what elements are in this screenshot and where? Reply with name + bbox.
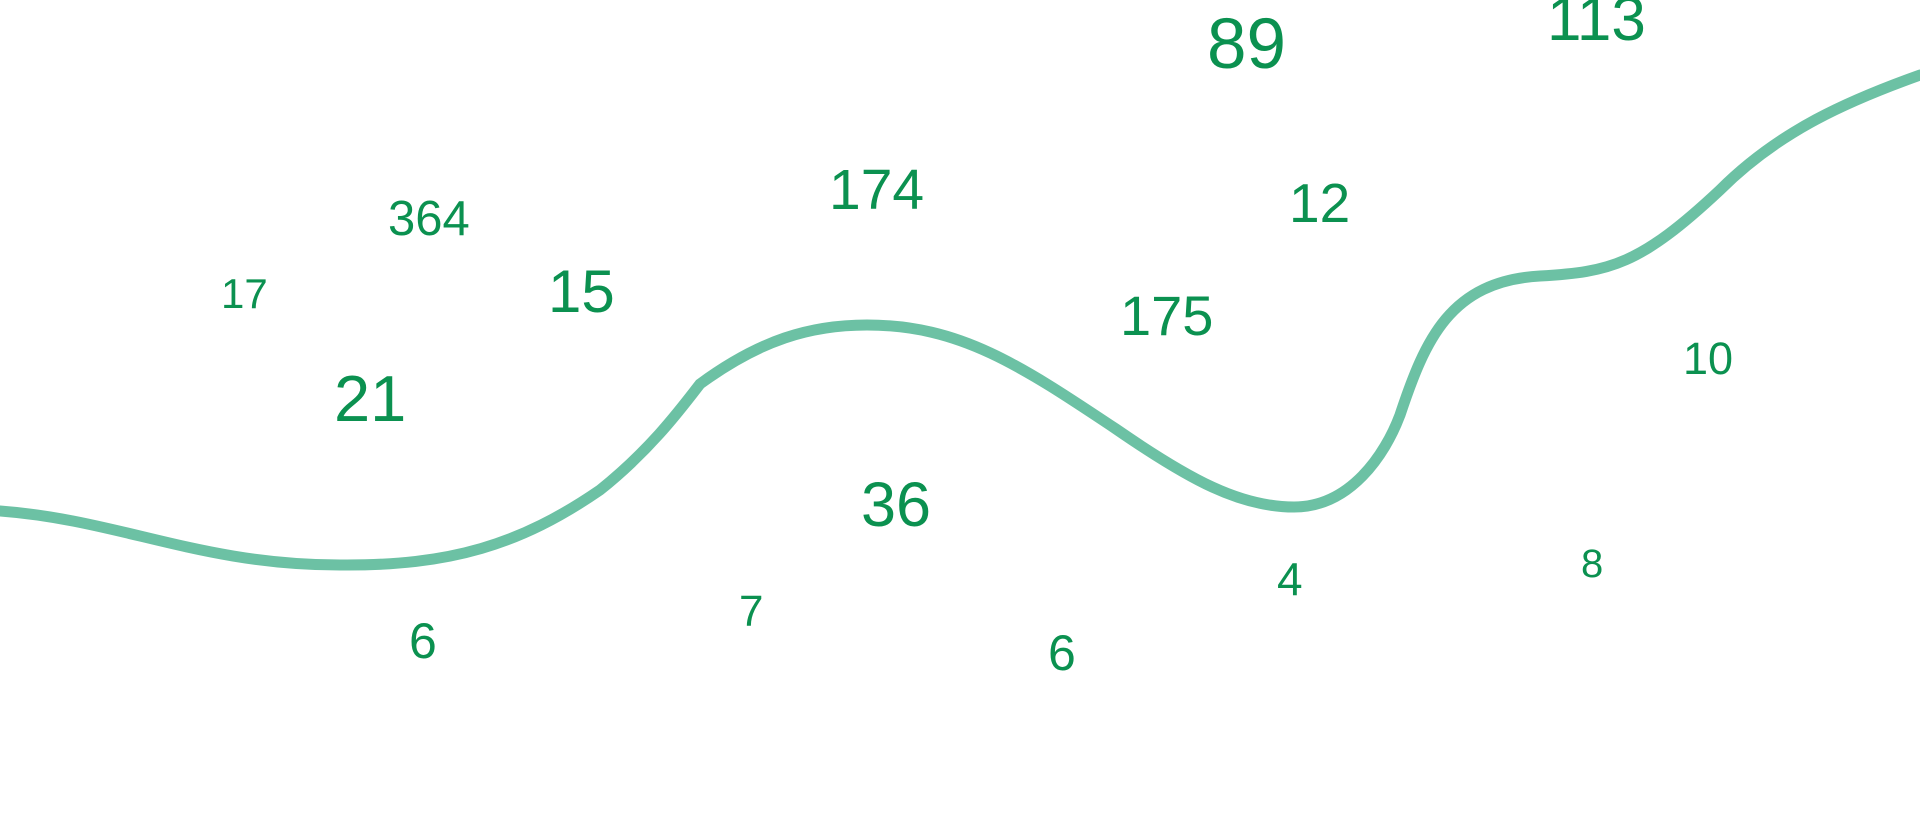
wavy-curve-line [0, 69, 1920, 571]
number-label: 15 [548, 258, 615, 325]
number-label: 36 [861, 470, 931, 540]
number-label: 175 [1120, 284, 1213, 347]
number-label: 6 [409, 613, 437, 669]
number-label: 4 [1277, 553, 1303, 605]
number-label: 8 [1581, 542, 1603, 586]
number-label: 17 [221, 270, 268, 317]
number-label: 113 [1547, 0, 1646, 54]
number-label: 10 [1683, 333, 1733, 384]
number-label: 12 [1289, 172, 1350, 234]
number-label: 21 [334, 362, 406, 435]
number-label: 364 [388, 192, 470, 246]
number-label: 89 [1207, 5, 1286, 84]
number-label: 7 [739, 587, 763, 636]
number-label: 6 [1048, 625, 1076, 681]
number-label: 174 [829, 158, 924, 222]
